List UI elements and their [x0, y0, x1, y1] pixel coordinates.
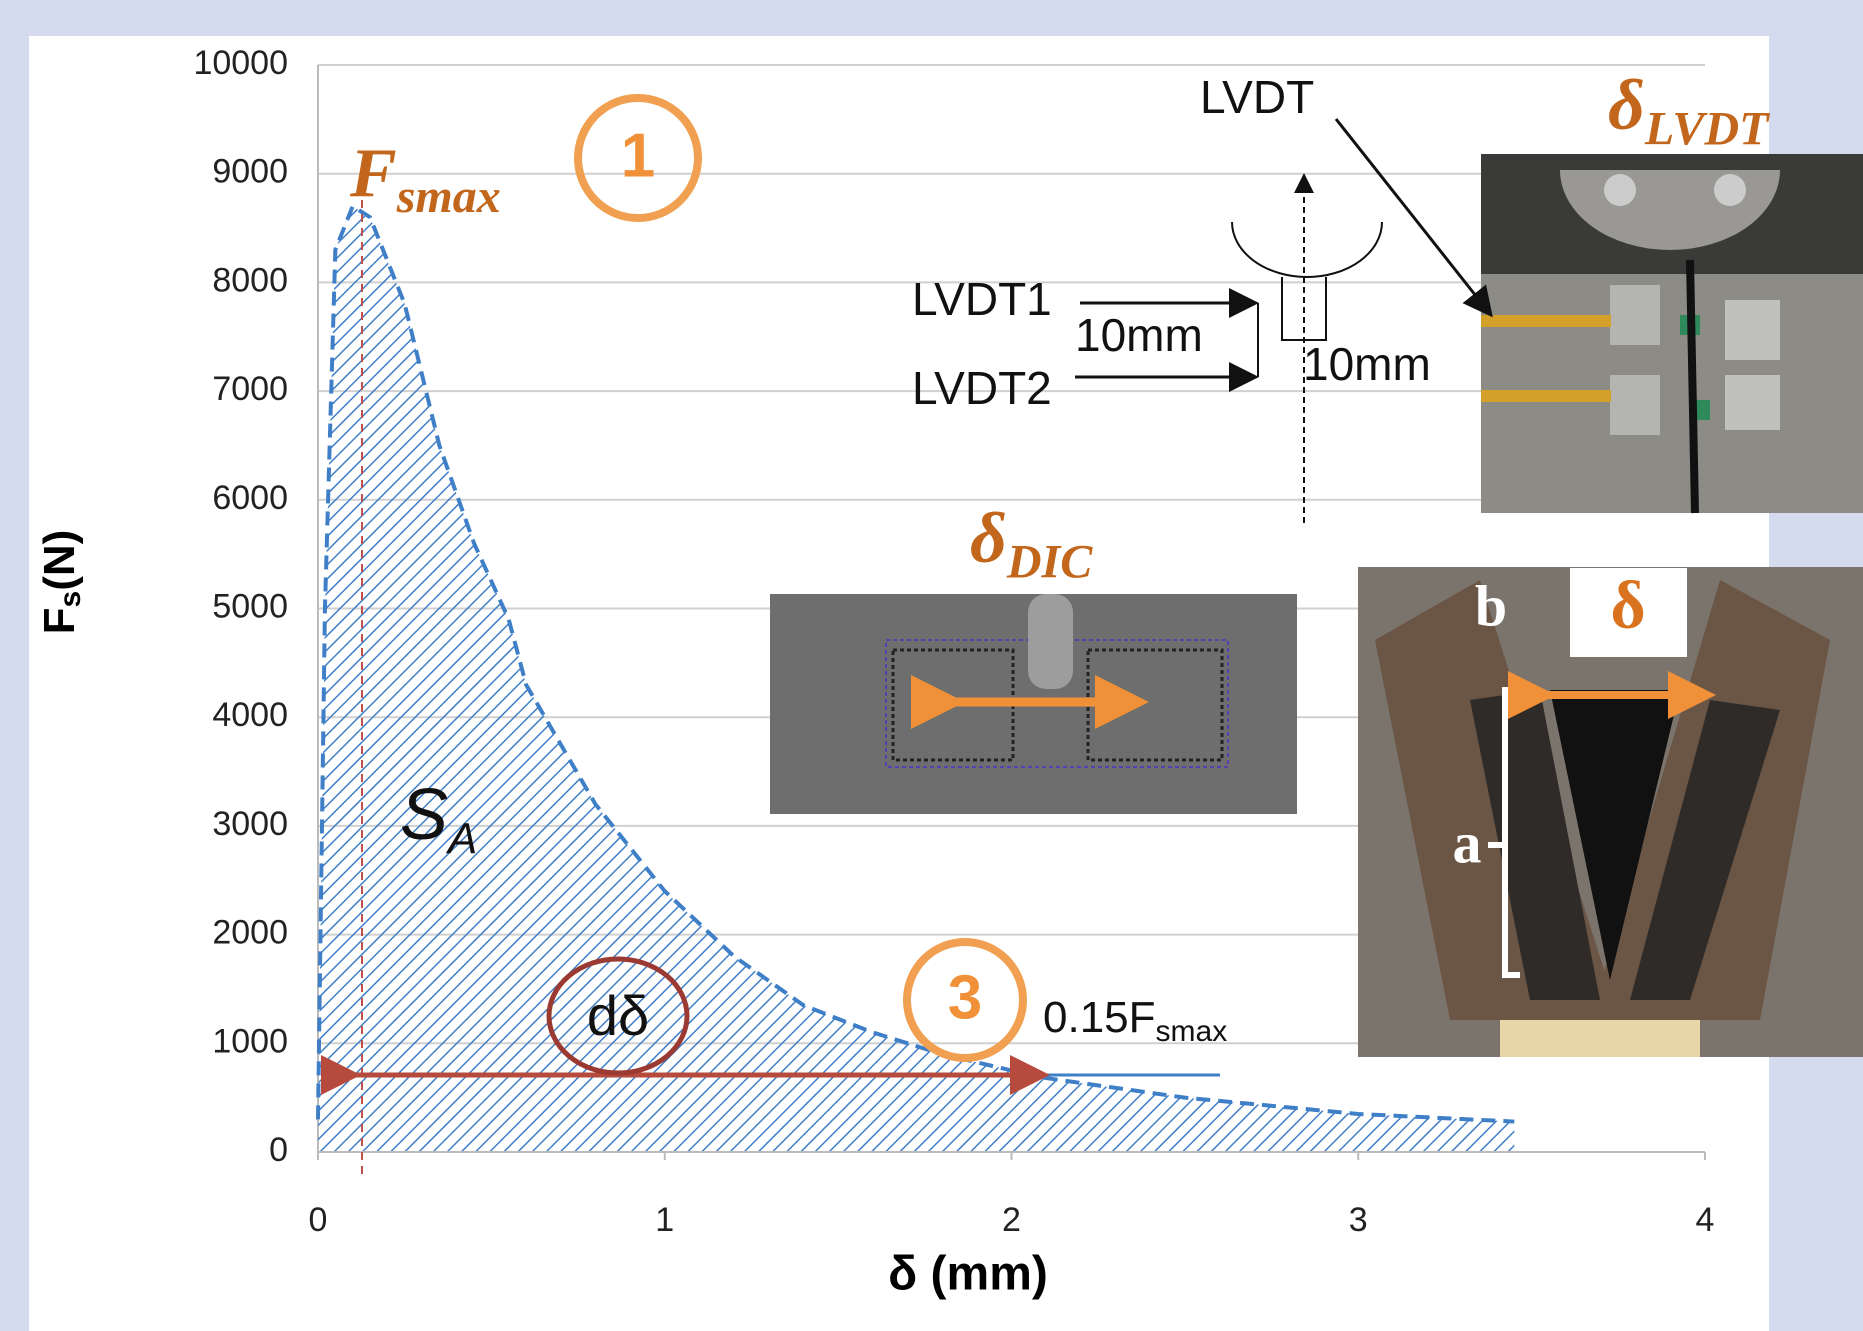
- y-label-main: F: [35, 607, 84, 634]
- main-text: δ: [1608, 65, 1645, 145]
- main-text: 0.15F: [1043, 993, 1156, 1042]
- y-tick-label: 0: [269, 1131, 288, 1169]
- spacing-1: 10mm: [1075, 309, 1203, 361]
- dic-image: [770, 594, 1297, 814]
- x-tick-label: 0: [309, 1201, 328, 1239]
- y-label-sub: s: [54, 591, 87, 608]
- a: a: [1453, 810, 1482, 875]
- y-tick-label: 3000: [212, 805, 288, 843]
- main-text: δ: [970, 498, 1007, 578]
- lvdt1: LVDT1: [912, 273, 1052, 325]
- subscript: LVDT: [1644, 103, 1770, 156]
- lvdt2: LVDT2: [912, 362, 1052, 414]
- x-tick-label: 1: [655, 1201, 674, 1239]
- y-tick-label: 5000: [212, 587, 288, 625]
- y-axis-label: Fs(N): [35, 530, 87, 635]
- x-axis-label: δ (mm): [888, 1248, 1048, 1301]
- y-tick-label: 8000: [212, 261, 288, 299]
- b: b: [1475, 573, 1507, 638]
- y-tick-label: 10000: [193, 44, 288, 82]
- y-tick-label: 9000: [212, 153, 288, 191]
- subscript: smax: [1156, 1015, 1228, 1048]
- main-text: F: [349, 135, 397, 212]
- x-tick-label: 2: [1002, 1201, 1021, 1239]
- x-tick-label: 4: [1696, 1201, 1715, 1239]
- lvdt: LVDT: [1200, 71, 1314, 123]
- d-delta: dδ: [587, 984, 649, 1047]
- y-tick-label: 7000: [212, 370, 288, 408]
- marker-3: 3: [948, 963, 982, 1032]
- y-tick-label: 6000: [212, 479, 288, 517]
- spacing-2: 10mm: [1303, 338, 1431, 390]
- y-tick-label: 4000: [212, 696, 288, 734]
- delta: δ: [1610, 567, 1645, 643]
- y-tick-label: 1000: [212, 1022, 288, 1060]
- marker-1: 1: [621, 121, 655, 190]
- subscript: smax: [396, 170, 501, 223]
- main-text: S: [400, 775, 448, 855]
- subscript: DIC: [1006, 536, 1093, 589]
- y-tick-label: 2000: [212, 914, 288, 952]
- subscript: A: [445, 814, 477, 863]
- photo-lvdt: [1481, 154, 1863, 513]
- chart: 0100020003000400050006000700080009000100…: [0, 0, 1863, 1331]
- page: 0100020003000400050006000700080009000100…: [0, 0, 1863, 1331]
- x-tick-label: 3: [1349, 1201, 1368, 1239]
- y-label-rest: (N): [35, 530, 84, 591]
